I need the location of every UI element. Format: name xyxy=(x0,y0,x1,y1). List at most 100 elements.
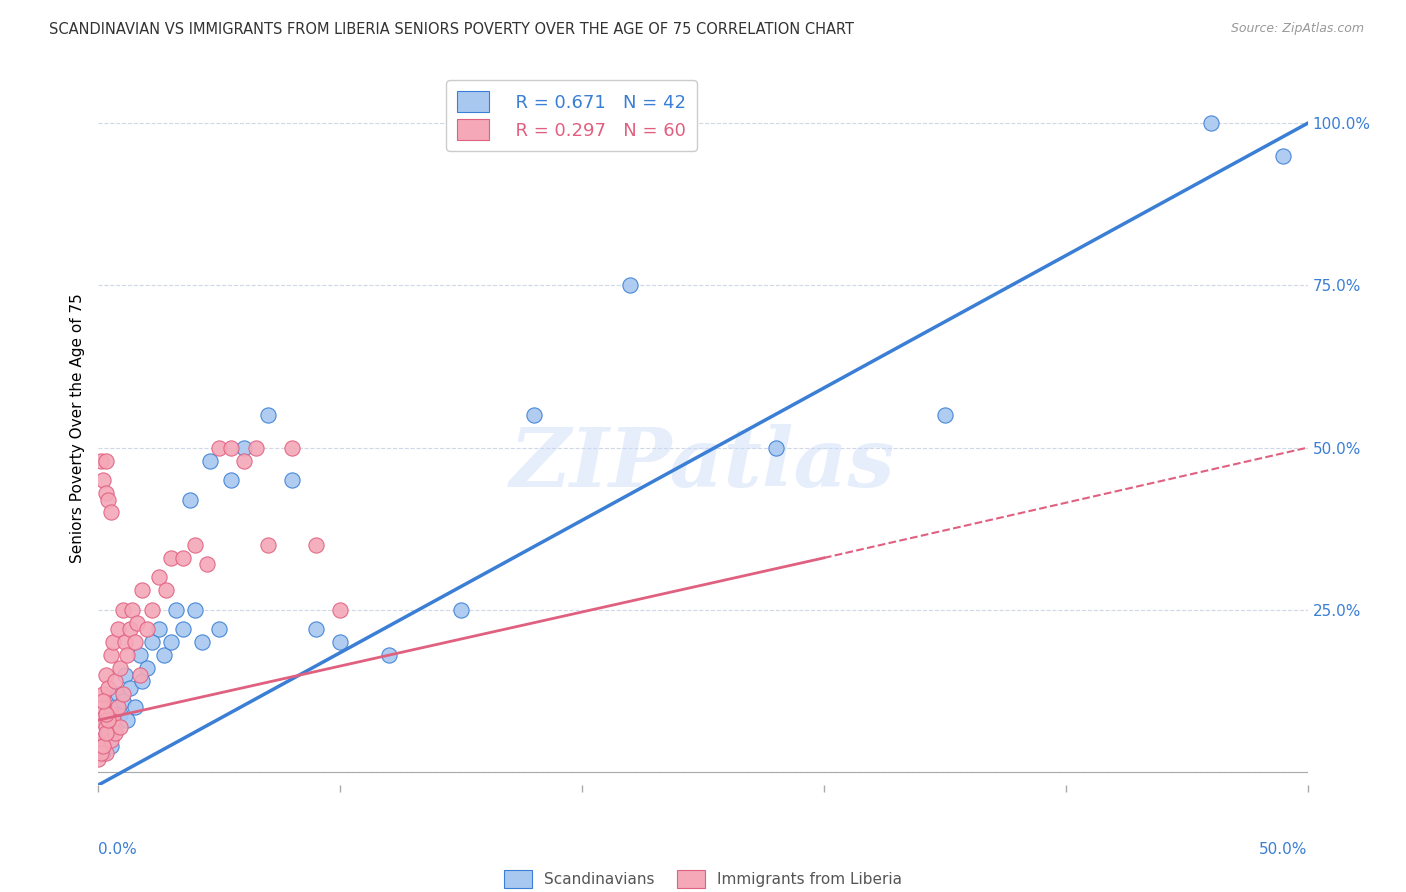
Point xyxy=(165,603,187,617)
Point xyxy=(90,732,112,747)
Point xyxy=(94,746,117,760)
Point xyxy=(135,661,157,675)
Point xyxy=(1272,149,1295,163)
Point xyxy=(114,667,136,681)
Point xyxy=(94,706,117,721)
Point xyxy=(124,635,146,649)
Point xyxy=(108,720,131,734)
Point xyxy=(104,720,127,734)
Point xyxy=(111,693,134,707)
Point xyxy=(90,453,112,467)
Point xyxy=(198,453,221,467)
Point xyxy=(91,746,114,760)
Point xyxy=(135,622,157,636)
Point xyxy=(191,635,214,649)
Point xyxy=(152,648,174,663)
Point xyxy=(281,441,304,455)
Point xyxy=(107,700,129,714)
Point xyxy=(329,635,352,649)
Point xyxy=(619,278,641,293)
Point xyxy=(232,441,254,455)
Point xyxy=(97,713,120,727)
Point xyxy=(107,622,129,636)
Point xyxy=(97,681,120,695)
Point xyxy=(100,739,122,753)
Point xyxy=(160,635,183,649)
Point xyxy=(94,713,117,727)
Point xyxy=(114,635,136,649)
Point xyxy=(124,700,146,714)
Text: 0.0%: 0.0% xyxy=(98,842,138,857)
Point xyxy=(118,681,141,695)
Point xyxy=(155,583,177,598)
Point xyxy=(934,408,956,422)
Point xyxy=(184,603,207,617)
Point xyxy=(111,603,134,617)
Point xyxy=(94,726,117,740)
Point xyxy=(256,538,278,552)
Y-axis label: Seniors Poverty Over the Age of 75: Seniors Poverty Over the Age of 75 xyxy=(69,293,84,563)
Text: 50.0%: 50.0% xyxy=(1260,842,1308,857)
Point xyxy=(128,648,150,663)
Point xyxy=(108,706,131,721)
Point xyxy=(208,441,231,455)
Point xyxy=(91,739,114,753)
Point xyxy=(450,603,472,617)
Point xyxy=(100,706,122,721)
Point xyxy=(208,622,231,636)
Point xyxy=(91,473,114,487)
Point xyxy=(148,622,170,636)
Point xyxy=(160,550,183,565)
Point xyxy=(305,622,328,636)
Point xyxy=(148,570,170,584)
Point xyxy=(94,720,117,734)
Point xyxy=(127,615,149,630)
Point xyxy=(377,648,399,663)
Point xyxy=(90,732,112,747)
Point xyxy=(91,687,114,701)
Point xyxy=(91,700,114,714)
Legend: Scandinavians, Immigrants from Liberia: Scandinavians, Immigrants from Liberia xyxy=(498,864,908,892)
Point xyxy=(111,687,134,701)
Text: ZIPatlas: ZIPatlas xyxy=(510,424,896,504)
Point xyxy=(87,752,110,766)
Point xyxy=(131,674,153,689)
Point xyxy=(100,648,122,663)
Point xyxy=(232,453,254,467)
Point xyxy=(128,667,150,681)
Point xyxy=(141,603,163,617)
Point xyxy=(90,713,112,727)
Point xyxy=(100,732,122,747)
Point xyxy=(172,550,194,565)
Point xyxy=(1199,116,1222,130)
Point xyxy=(765,441,787,455)
Point xyxy=(108,661,131,675)
Point xyxy=(91,739,114,753)
Point xyxy=(221,441,243,455)
Point xyxy=(131,583,153,598)
Point xyxy=(107,687,129,701)
Point xyxy=(179,492,201,507)
Point xyxy=(141,635,163,649)
Point xyxy=(97,492,120,507)
Point xyxy=(184,538,207,552)
Point xyxy=(117,648,139,663)
Point xyxy=(305,538,328,552)
Point xyxy=(256,408,278,422)
Point xyxy=(172,622,194,636)
Point xyxy=(245,441,267,455)
Text: SCANDINAVIAN VS IMMIGRANTS FROM LIBERIA SENIORS POVERTY OVER THE AGE OF 75 CORRE: SCANDINAVIAN VS IMMIGRANTS FROM LIBERIA … xyxy=(49,22,855,37)
Point xyxy=(329,603,352,617)
Point xyxy=(97,726,120,740)
Point xyxy=(91,693,114,707)
Point xyxy=(118,622,141,636)
Point xyxy=(523,408,546,422)
Point xyxy=(221,473,243,487)
Point xyxy=(101,635,124,649)
Point xyxy=(94,486,117,500)
Point xyxy=(281,473,304,487)
Point xyxy=(101,713,124,727)
Point xyxy=(195,558,218,572)
Point xyxy=(100,506,122,520)
Point xyxy=(97,726,120,740)
